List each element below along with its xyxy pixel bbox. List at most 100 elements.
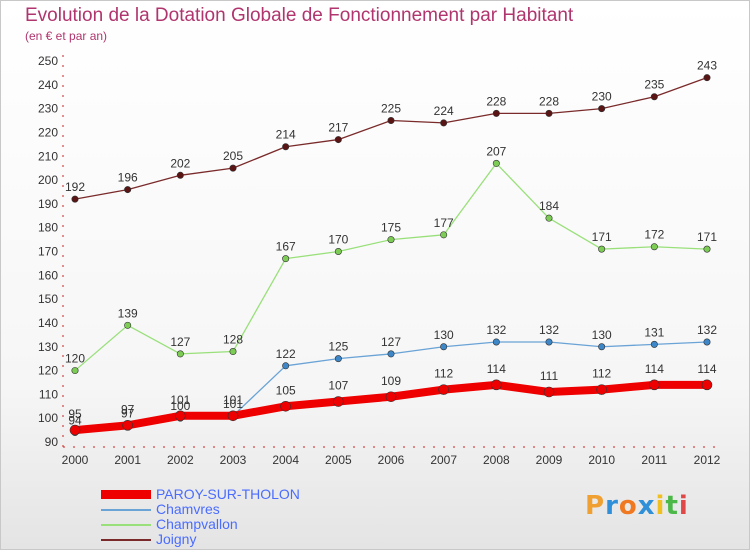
- data-point: [124, 321, 132, 329]
- data-label: 125: [328, 340, 348, 354]
- data-point: [176, 171, 184, 179]
- x-tick-label: 2009: [536, 453, 563, 467]
- data-label: 170: [328, 233, 348, 247]
- data-label: 111: [540, 369, 559, 383]
- data-label: 243: [697, 59, 717, 73]
- data-label: 167: [276, 240, 296, 254]
- data-point: [703, 338, 711, 346]
- data-label: 100: [170, 399, 190, 413]
- data-point: [701, 379, 713, 391]
- data-label: 94: [68, 413, 82, 427]
- data-point: [438, 384, 449, 395]
- logo-letter: P: [585, 491, 606, 521]
- x-tick-label: 2008: [483, 453, 510, 467]
- data-point: [175, 410, 186, 422]
- data-label: 105: [276, 383, 296, 397]
- data-label: 101: [223, 397, 243, 411]
- data-point: [282, 255, 290, 263]
- data-label: 205: [223, 149, 243, 163]
- data-point: [440, 343, 448, 351]
- x-tick-label: 2000: [62, 453, 89, 467]
- x-tick-label: 2007: [430, 453, 457, 467]
- logo-letter: t: [665, 491, 679, 521]
- data-label: 114: [487, 362, 506, 376]
- data-point: [545, 214, 553, 222]
- data-label: 228: [539, 94, 559, 108]
- y-tick-label: 230: [38, 102, 58, 116]
- data-label: 101: [170, 393, 190, 407]
- data-label: 177: [434, 216, 454, 230]
- data-point: [229, 348, 237, 356]
- legend-swatch: [101, 539, 151, 541]
- data-label: 172: [644, 228, 664, 242]
- data-label: 107: [328, 379, 348, 393]
- data-point: [543, 386, 555, 398]
- data-point: [491, 379, 502, 391]
- data-point: [703, 245, 711, 253]
- data-label: 225: [381, 102, 401, 116]
- data-label: 120: [65, 352, 85, 366]
- data-label: 127: [381, 335, 401, 349]
- x-tick-label: 2002: [167, 453, 194, 467]
- data-label: 114: [645, 362, 664, 376]
- data-label: 217: [328, 121, 348, 135]
- data-point: [598, 343, 606, 351]
- data-point: [440, 231, 448, 239]
- data-point: [71, 367, 79, 375]
- logo-letter: r: [605, 491, 619, 521]
- series-line: [74, 77, 708, 200]
- data-point: [492, 109, 500, 117]
- data-label: 101: [223, 393, 243, 407]
- data-point: [280, 400, 291, 412]
- legend-label: Joigny: [156, 531, 197, 547]
- chart-title: Evolution de la Dotation Globale de Fonc…: [25, 5, 574, 26]
- data-point: [282, 362, 290, 370]
- data-label: 171: [592, 230, 612, 244]
- data-point: [545, 338, 553, 346]
- data-label: 131: [644, 325, 664, 339]
- data-label: 128: [223, 333, 243, 347]
- x-tick-label: 2003: [220, 453, 247, 467]
- series-joigny: 192 196 202 205 214 217 225 224 228 228 230 235 243: [65, 59, 717, 203]
- x-tick-label: 2001: [114, 453, 141, 467]
- data-point: [596, 384, 607, 395]
- data-label: 132: [539, 323, 559, 337]
- y-tick-label: 220: [38, 125, 58, 139]
- proxiti-logo: Proxiti: [585, 491, 689, 521]
- y-tick-label: 140: [38, 316, 58, 330]
- data-label: 114: [697, 362, 716, 376]
- data-label: 207: [486, 144, 506, 158]
- data-point: [650, 243, 658, 251]
- series-champvallon: 120 139 127 128 167 170 175 177 207 184 171 172 171: [65, 144, 717, 375]
- data-point: [650, 93, 658, 101]
- y-tick-label: 200: [38, 173, 58, 187]
- data-point: [334, 136, 342, 144]
- data-point: [387, 350, 395, 358]
- data-point: [176, 350, 184, 358]
- chart-subtitle: (en € et par an): [25, 29, 108, 43]
- legend-label: Champvallon: [156, 516, 238, 532]
- legend-label: Chamvres: [156, 501, 220, 517]
- x-tick-label: 2011: [641, 453, 667, 467]
- data-label: 112: [434, 367, 453, 381]
- data-label: 132: [697, 323, 717, 337]
- y-tick-label: 250: [38, 54, 58, 68]
- data-point: [385, 391, 397, 403]
- data-label: 196: [118, 171, 138, 185]
- logo-letter: x: [637, 491, 656, 521]
- data-label: 228: [486, 94, 506, 108]
- y-tick-label: 210: [38, 149, 58, 163]
- data-label: 175: [381, 221, 401, 235]
- data-label: 97: [121, 406, 135, 420]
- y-tick-label: 150: [38, 292, 58, 306]
- y-tick-label: 90: [45, 435, 59, 449]
- y-tick-label: 240: [38, 78, 58, 92]
- y-tick-label: 100: [38, 411, 58, 425]
- data-point: [492, 159, 500, 167]
- data-label: 214: [276, 128, 296, 142]
- data-label: 122: [276, 347, 296, 361]
- y-tick-label: 120: [38, 364, 58, 378]
